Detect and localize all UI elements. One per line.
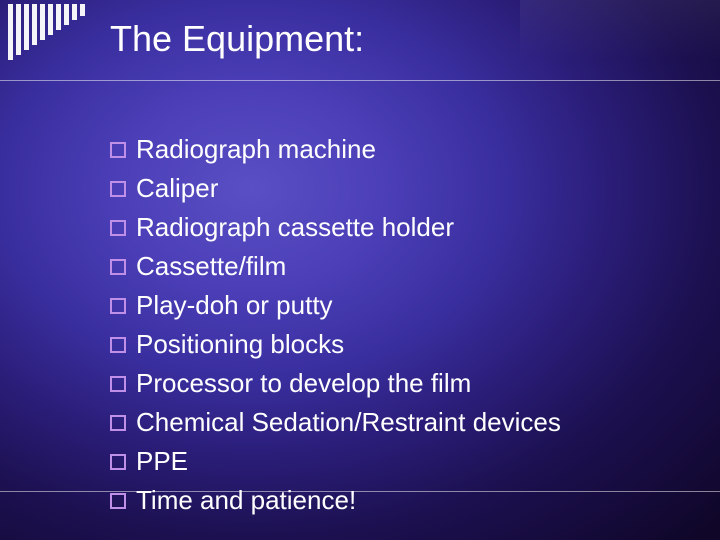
list-item: PPE	[110, 442, 690, 481]
list-item-text: Cassette/film	[136, 247, 286, 286]
bullet-list: Radiograph machine Caliper Radiograph ca…	[110, 130, 690, 520]
list-item: Positioning blocks	[110, 325, 690, 364]
square-bullet-icon	[110, 337, 126, 353]
list-item-text: Positioning blocks	[136, 325, 344, 364]
list-item: Cassette/film	[110, 247, 690, 286]
square-bullet-icon	[110, 415, 126, 431]
list-item: Radiograph machine	[110, 130, 690, 169]
list-item-text: Radiograph machine	[136, 130, 376, 169]
list-item-text: Time and patience!	[136, 481, 356, 520]
content-area: The Equipment: Radiograph machine Calipe…	[110, 18, 690, 536]
list-item-text: Radiograph cassette holder	[136, 208, 454, 247]
list-item: Time and patience!	[110, 481, 690, 520]
list-item: Caliper	[110, 169, 690, 208]
corner-decoration	[0, 0, 85, 60]
list-item: Radiograph cassette holder	[110, 208, 690, 247]
square-bullet-icon	[110, 493, 126, 509]
square-bullet-icon	[110, 298, 126, 314]
list-item: Play-doh or putty	[110, 286, 690, 325]
square-bullet-icon	[110, 259, 126, 275]
square-bullet-icon	[110, 454, 126, 470]
slide: The Equipment: Radiograph machine Calipe…	[0, 0, 720, 540]
list-item: Processor to develop the film	[110, 364, 690, 403]
slide-title: The Equipment:	[110, 18, 690, 60]
list-item-text: Processor to develop the film	[136, 364, 471, 403]
list-item-text: Play-doh or putty	[136, 286, 333, 325]
list-item-text: Caliper	[136, 169, 218, 208]
square-bullet-icon	[110, 181, 126, 197]
square-bullet-icon	[110, 376, 126, 392]
square-bullet-icon	[110, 220, 126, 236]
list-item: Chemical Sedation/Restraint devices	[110, 403, 690, 442]
square-bullet-icon	[110, 142, 126, 158]
list-item-text: PPE	[136, 442, 188, 481]
list-item-text: Chemical Sedation/Restraint devices	[136, 403, 561, 442]
